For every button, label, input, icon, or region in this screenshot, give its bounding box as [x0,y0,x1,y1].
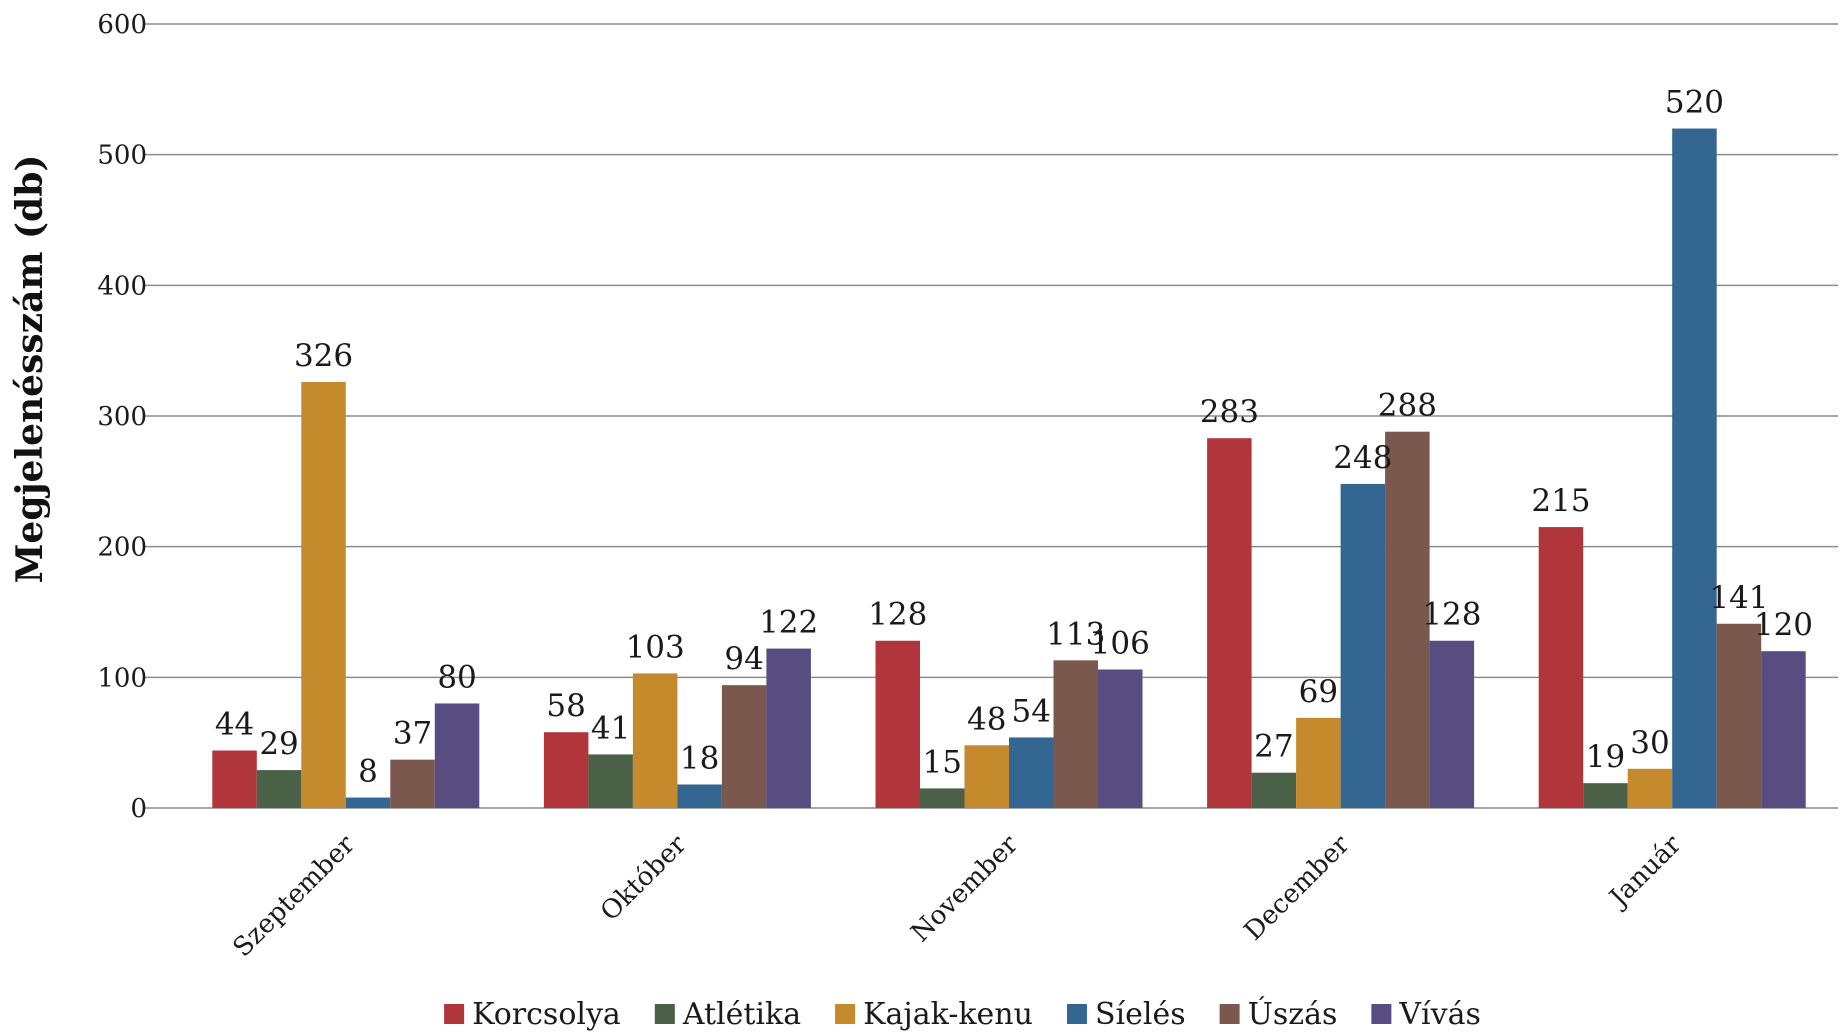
data-label: 18 [680,740,719,776]
data-label: 69 [1299,674,1338,710]
legend-swatch [444,1004,465,1024]
data-label: 128 [1422,597,1481,633]
y-axis-label: Megjelenésszám (db) [9,155,51,584]
y-tick-label: 300 [97,402,147,432]
data-label: 30 [1630,725,1669,761]
legend-item: Kajak-kenu [835,997,1033,1032]
bar-atl-tika-1 [588,754,633,808]
legend-item: Korcsolya [444,997,621,1032]
x-axis-categories: Szeptember Október November December Január [227,829,1687,963]
legend-item: Síelés [1066,997,1186,1032]
bar-s-el-s-2 [1009,737,1054,808]
bar-korcsolya-2 [875,640,920,808]
data-label: 141 [1709,580,1768,616]
bar--sz-s-3 [1385,431,1430,808]
y-tick-label: 500 [97,141,147,171]
legend-label: Síelés [1095,997,1186,1032]
bar-v-v-s-3 [1429,640,1475,808]
data-label: 8 [358,754,378,790]
bar--sz-s-1 [721,685,767,808]
x-tick-label: Január [1602,829,1687,914]
bar-kajak-kenu-4 [1627,768,1673,808]
data-label: 37 [393,716,432,752]
y-tick-label: 400 [97,271,147,301]
data-label: 283 [1200,394,1259,430]
data-label: 288 [1378,388,1437,424]
legend: Korcsolya Atlétika Kajak-kenu Síelés Úszás Ví… [444,996,1481,1032]
bar-korcsolya-1 [543,732,589,808]
data-label: 44 [215,707,254,743]
data-label: 41 [591,710,630,746]
bar-v-v-s-4 [1761,651,1806,808]
data-label: 215 [1531,483,1590,519]
legend-swatch [835,1004,856,1024]
data-label: 15 [923,744,962,780]
data-label: 29 [259,726,298,762]
x-tick-label: Szeptember [227,829,361,963]
legend-label: Kajak-kenu [863,997,1033,1032]
legend-swatch [1066,1004,1087,1024]
data-label: 326 [294,338,353,374]
x-tick-label: November [905,829,1024,948]
data-label: 48 [967,701,1006,737]
bar-atl-tika-3 [1251,772,1297,808]
y-tick-label: 600 [97,10,147,40]
y-tick-label: 0 [130,794,147,824]
data-label: 80 [437,659,476,695]
data-label: 113 [1046,616,1105,652]
bar-kajak-kenu-3 [1296,717,1341,808]
data-label: 520 [1665,85,1724,121]
data-label: 27 [1254,729,1293,765]
bar-korcsolya-4 [1538,527,1584,808]
data-label: 19 [1586,739,1625,775]
bar-korcsolya-3 [1207,438,1252,808]
legend-label: Vívás [1398,997,1481,1032]
x-tick-label: December [1239,829,1356,946]
legend-label: Atlétika [682,997,801,1032]
data-label: 94 [724,641,763,677]
bars [212,128,1806,809]
bar-v-v-s-2 [1098,669,1143,808]
bar-s-el-s-1 [677,784,722,808]
y-axis-ticks: 0 100 200 300 400 500 600 [97,10,147,824]
bar-atl-tika-2 [920,788,965,808]
legend-swatch [1219,1004,1240,1024]
bar-kajak-kenu-1 [632,673,678,808]
bar--sz-s-4 [1716,623,1762,808]
data-label: 106 [1091,625,1150,661]
x-tick-label: Október [595,829,693,927]
data-label: 248 [1333,440,1392,476]
data-label: 122 [759,605,818,641]
legend-item: Úszás [1219,996,1338,1032]
bar--sz-s-2 [1053,660,1098,808]
bar-atl-tika-0 [256,770,302,808]
bar-v-v-s-0 [434,703,480,808]
bar-s-el-s-3 [1340,483,1386,808]
bar-s-el-s-4 [1672,128,1717,809]
legend-item: Atlétika [654,997,801,1032]
bar-s-el-s-0 [345,797,391,808]
data-label: 103 [626,629,685,665]
legend-label: Úszás [1248,996,1338,1032]
data-label: 120 [1754,607,1813,643]
bar-v-v-s-1 [766,648,811,808]
legend-item: Vívás [1371,997,1481,1032]
legend-label: Korcsolya [472,997,621,1032]
bar--sz-s-0 [390,759,435,808]
gridlines [145,23,1838,809]
bar-kajak-kenu-2 [964,745,1009,808]
bar-atl-tika-4 [1583,783,1628,808]
bar-korcsolya-0 [212,750,257,808]
data-label: 54 [1012,693,1051,729]
y-tick-label: 200 [97,533,147,563]
data-label: 128 [868,597,927,633]
y-tick-label: 100 [97,663,147,693]
bar-kajak-kenu-0 [301,382,346,808]
legend-swatch [1371,1004,1392,1024]
legend-swatch [654,1004,675,1024]
data-label: 58 [546,688,585,724]
